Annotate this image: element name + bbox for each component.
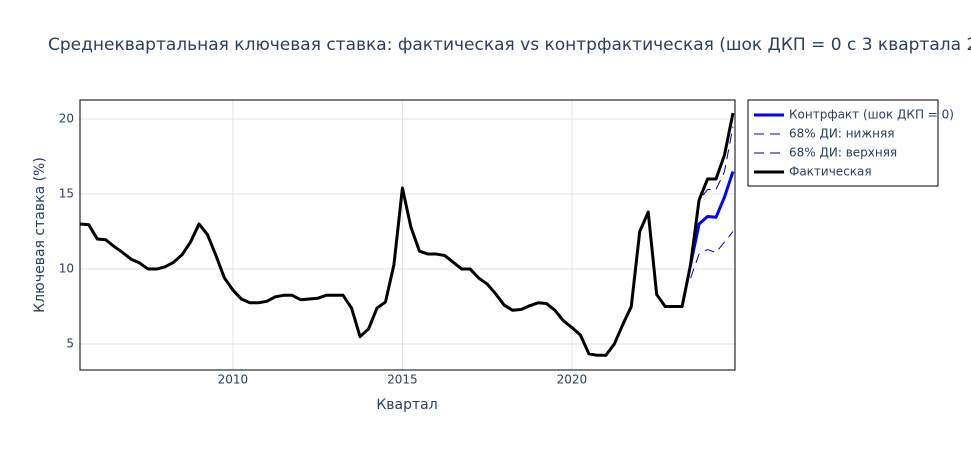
series-line — [80, 112, 735, 357]
x-axis-title: Квартал — [376, 397, 437, 413]
legend-label: Фактическая — [789, 165, 872, 179]
chart-title: Среднеквартальная ключевая ставка: факти… — [48, 35, 971, 55]
legend-label: 68% ДИ: нижняя — [789, 127, 894, 141]
series-line — [690, 231, 734, 279]
y-tick-label: 15 — [59, 187, 74, 201]
y-axis-title: Ключевая ставка (%) — [32, 157, 48, 313]
y-tick-label: 10 — [59, 262, 74, 276]
series-line — [689, 171, 735, 265]
plot-frame — [79, 99, 736, 371]
x-tick-label: 2015 — [387, 373, 418, 387]
y-tick-label: 5 — [66, 337, 74, 351]
x-tick-label: 2010 — [218, 373, 249, 387]
legend-label: 68% ДИ: верхняя — [789, 146, 897, 160]
y-tick-label: 20 — [59, 112, 74, 126]
x-tick-label: 2020 — [557, 373, 588, 387]
legend-label: Контрфакт (шок ДКП = 0) — [789, 108, 954, 122]
